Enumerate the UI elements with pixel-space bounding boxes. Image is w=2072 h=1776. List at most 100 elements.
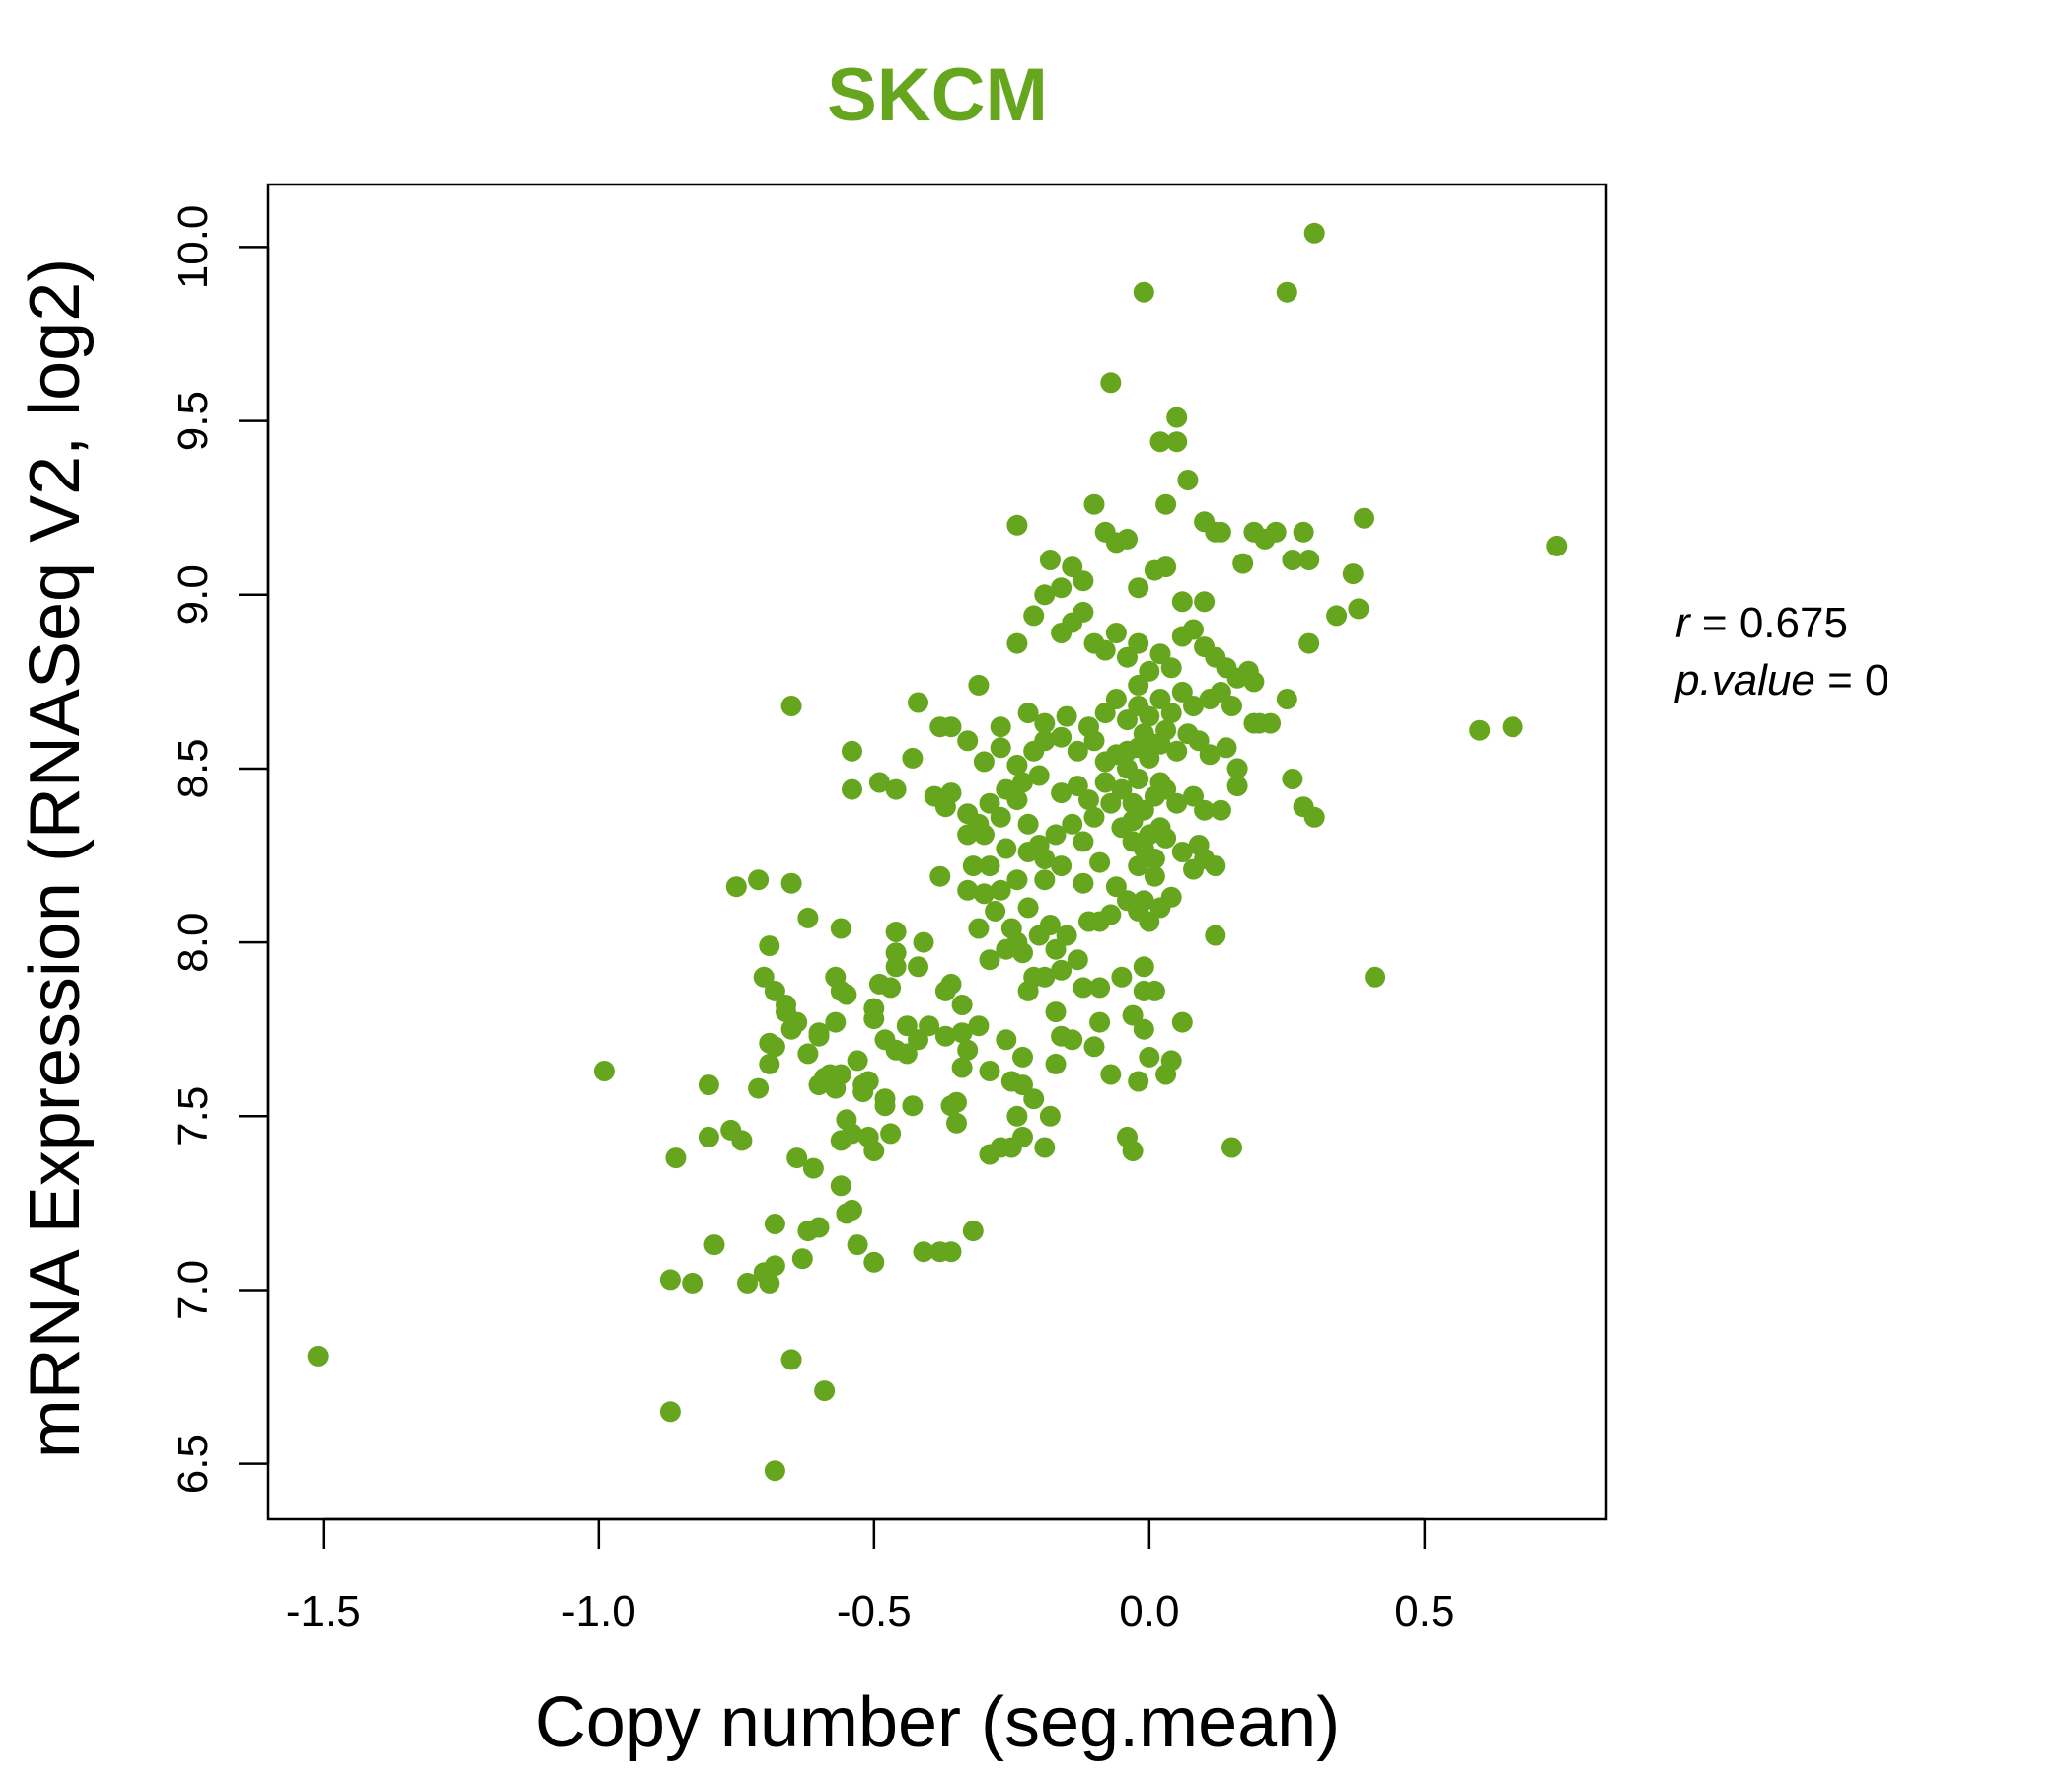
data-point — [1056, 705, 1077, 727]
data-point — [990, 879, 1011, 901]
data-point — [1149, 817, 1171, 839]
data-point — [1117, 528, 1138, 550]
data-point — [847, 1050, 868, 1072]
data-point — [1012, 1074, 1033, 1096]
data-point — [1166, 740, 1188, 762]
data-point — [1034, 1137, 1056, 1158]
r-statistic: r = 0.675 — [1675, 599, 1848, 647]
data-point — [1546, 535, 1568, 556]
data-point — [1160, 657, 1182, 679]
data-point — [1303, 222, 1325, 244]
data-point — [1144, 865, 1165, 887]
data-point — [973, 824, 995, 846]
data-point — [996, 778, 1017, 800]
data-point — [808, 1022, 830, 1044]
data-point — [1221, 696, 1242, 716]
data-point — [1365, 966, 1386, 988]
data-point — [934, 980, 956, 1001]
data-point — [1023, 1088, 1045, 1110]
data-point — [1122, 1004, 1144, 1026]
data-point — [842, 1199, 862, 1221]
data-point — [962, 1221, 984, 1242]
correlation-annotation: r = 0.675 p.value = 0 — [1673, 599, 1889, 704]
data-point — [1051, 959, 1073, 981]
data-point — [1183, 696, 1204, 716]
data-point — [968, 1015, 990, 1037]
data-point — [1122, 810, 1144, 832]
data-point — [1094, 703, 1116, 724]
data-point — [1166, 431, 1188, 453]
data-point — [1502, 716, 1523, 738]
data-point — [1051, 726, 1073, 748]
y-tick-label: 9.5 — [169, 391, 217, 451]
y-tick-label: 8.5 — [169, 738, 217, 798]
data-point — [946, 1091, 967, 1113]
data-point — [1105, 623, 1127, 643]
plot-frame — [266, 183, 1608, 1521]
data-point — [791, 1248, 813, 1270]
p-value-equals: = — [1815, 656, 1865, 704]
data-point — [1089, 977, 1111, 999]
data-point — [731, 1130, 753, 1151]
data-point — [1100, 1064, 1122, 1085]
data-point — [990, 806, 1011, 828]
data-point — [885, 942, 907, 964]
data-point — [1100, 792, 1122, 814]
data-point — [1073, 872, 1094, 894]
data-point — [307, 1345, 329, 1367]
data-point — [1078, 789, 1099, 811]
data-point — [1122, 1141, 1144, 1161]
data-point — [665, 1147, 687, 1169]
data-point — [1012, 772, 1033, 793]
data-point — [957, 1039, 979, 1061]
data-point — [1298, 632, 1320, 654]
data-point — [951, 995, 973, 1015]
data-point — [896, 1043, 918, 1065]
data-point — [1034, 730, 1056, 752]
data-point — [1017, 897, 1039, 919]
data-point — [1017, 703, 1039, 724]
y-tick-label: 8.0 — [169, 913, 217, 973]
data-point — [1111, 966, 1133, 988]
y-axis-label: mRNA Expression (RNASeq V2, log2) — [16, 259, 95, 1458]
data-point — [1149, 689, 1171, 709]
data-point — [1073, 601, 1094, 623]
data-point — [1260, 712, 1282, 734]
x-tick-label: -0.5 — [837, 1588, 912, 1636]
data-point — [1045, 824, 1067, 846]
data-point — [1133, 956, 1154, 978]
data-point — [913, 931, 934, 953]
data-point — [1171, 842, 1193, 862]
data-point — [748, 869, 770, 891]
data-point — [919, 1015, 940, 1037]
data-point — [973, 883, 995, 905]
data-point — [759, 1032, 780, 1054]
data-point — [874, 1029, 896, 1051]
r-value: 0.675 — [1739, 599, 1848, 647]
data-point — [874, 1088, 896, 1110]
x-tick-label: 0.0 — [1119, 1588, 1179, 1636]
data-point — [1133, 1018, 1154, 1040]
data-point — [1342, 563, 1364, 585]
data-point — [1298, 550, 1320, 570]
data-point — [1326, 605, 1348, 627]
data-point — [968, 918, 990, 939]
data-point — [1078, 716, 1099, 738]
data-point — [698, 1074, 719, 1096]
data-point — [957, 803, 979, 825]
data-point — [1128, 632, 1149, 654]
data-point — [951, 1022, 973, 1044]
data-point — [1045, 1053, 1067, 1074]
data-point — [1017, 980, 1039, 1001]
data-point — [1149, 431, 1171, 453]
data-point — [1111, 778, 1133, 800]
data-point — [764, 1460, 785, 1482]
data-point — [1205, 855, 1226, 877]
data-point — [1282, 550, 1303, 570]
data-point — [759, 1053, 780, 1074]
data-point — [868, 772, 890, 793]
data-point — [885, 778, 907, 800]
data-point — [1094, 772, 1116, 793]
p-value-statistic: p.value = 0 — [1673, 656, 1889, 704]
data-point — [819, 1064, 841, 1085]
